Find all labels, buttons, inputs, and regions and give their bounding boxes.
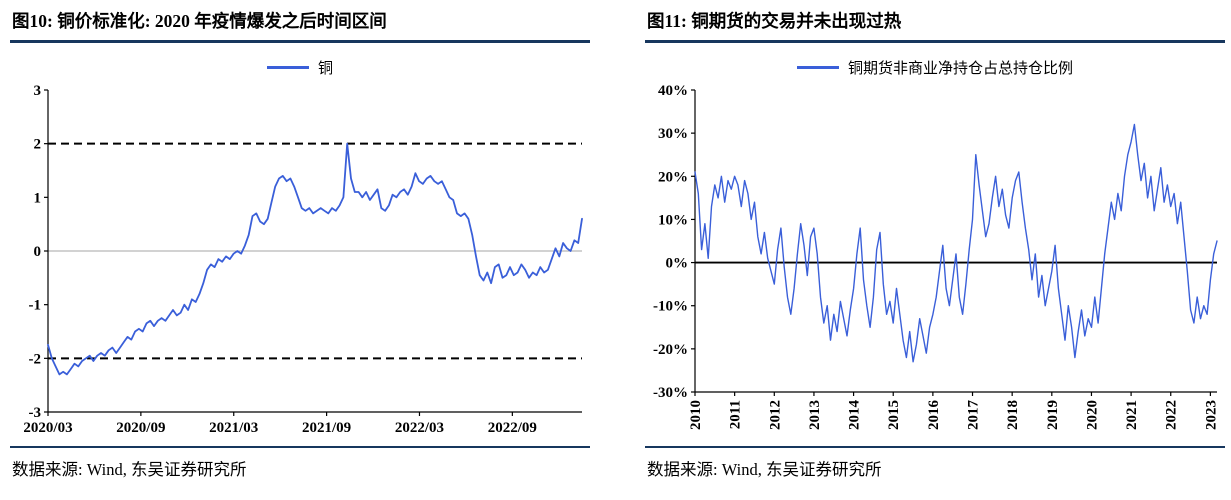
svg-text:2014: 2014 <box>847 400 863 431</box>
figure10-legend-line-swatch <box>266 65 309 69</box>
svg-text:0: 0 <box>34 244 42 260</box>
svg-text:-20%: -20% <box>653 342 688 358</box>
svg-text:20%: 20% <box>658 169 688 185</box>
figure10-title-rule <box>10 40 590 43</box>
svg-text:2012: 2012 <box>767 400 783 430</box>
svg-text:2: 2 <box>34 137 42 153</box>
svg-text:-3: -3 <box>29 405 42 421</box>
svg-text:2019: 2019 <box>1045 400 1061 430</box>
svg-text:2016: 2016 <box>926 400 942 431</box>
svg-text:0%: 0% <box>666 256 689 272</box>
figure10-source: 数据来源: Wind, 东吴证券研究所 <box>12 460 247 479</box>
figure11-title: 图11: 铜期货的交易并未出现过热 <box>647 11 902 31</box>
svg-text:2010: 2010 <box>688 400 704 430</box>
svg-text:-10%: -10% <box>653 299 688 315</box>
svg-text:-30%: -30% <box>653 385 688 401</box>
svg-text:2020/03: 2020/03 <box>23 420 72 436</box>
figure11-plot: 40% 30% 20% 10% 0% -10% -20% -30%2010 2011 2012 20… <box>653 83 1219 431</box>
svg-text:2018: 2018 <box>1005 400 1021 430</box>
figure11-chart: 40% 30% 20% 10% 0% -10% -20% -30% 2010 2011 2012 20… <box>645 78 1225 446</box>
svg-text:2020: 2020 <box>1084 400 1100 430</box>
figure11-source-rule <box>645 446 1225 448</box>
figure11-title-rule <box>645 40 1225 43</box>
figure10-chart: 3 2 1 0 -1 -2 -3 2020/03 2020/09 2021/03 2021/09 20… <box>10 78 590 446</box>
figure10-source-rule <box>10 446 590 448</box>
svg-text:3: 3 <box>34 83 42 99</box>
figure10-legend: 铜 <box>10 56 590 78</box>
figure11-panel: 图11: 铜期货的交易并未出现过热 铜期货非商业净持仓占总持仓比例 40% 30%… <box>645 6 1225 480</box>
svg-text:2022/03: 2022/03 <box>395 420 444 436</box>
svg-text:2017: 2017 <box>966 400 982 431</box>
svg-text:2023: 2023 <box>1203 400 1219 430</box>
svg-text:30%: 30% <box>658 126 688 142</box>
svg-text:2021/03: 2021/03 <box>209 420 258 436</box>
svg-text:2022/09: 2022/09 <box>488 420 537 436</box>
figure11-legend: 铜期货非商业净持仓占总持仓比例 <box>645 56 1225 78</box>
report-figures-row: 图10: 铜价标准化: 2020 年疫情爆发之后时间区间 铜 3 2 1 0 -1 -2 -… <box>10 6 1225 480</box>
figure10-legend-label: 铜 <box>317 60 333 77</box>
svg-text:2013: 2013 <box>807 400 823 430</box>
svg-text:2021/09: 2021/09 <box>302 420 351 436</box>
svg-text:2021: 2021 <box>1124 400 1140 430</box>
svg-text:2022: 2022 <box>1164 400 1180 430</box>
svg-text:10%: 10% <box>658 212 688 228</box>
figure11-legend-label: 铜期货非商业净持仓占总持仓比例 <box>847 60 1073 77</box>
svg-text:40%: 40% <box>658 83 688 99</box>
figure10-panel: 图10: 铜价标准化: 2020 年疫情爆发之后时间区间 铜 3 2 1 0 -1 -2 -… <box>10 6 590 480</box>
svg-text:-2: -2 <box>29 351 42 367</box>
svg-text:2020/09: 2020/09 <box>116 420 165 436</box>
figure10-title: 图10: 铜价标准化: 2020 年疫情爆发之后时间区间 <box>12 11 387 31</box>
figure11-source: 数据来源: Wind, 东吴证券研究所 <box>647 460 882 479</box>
figure11-legend-line-swatch <box>796 65 839 69</box>
svg-text:2011: 2011 <box>728 400 744 429</box>
svg-text:1: 1 <box>34 190 42 206</box>
svg-text:2015: 2015 <box>886 400 902 430</box>
svg-text:-1: -1 <box>29 298 42 314</box>
